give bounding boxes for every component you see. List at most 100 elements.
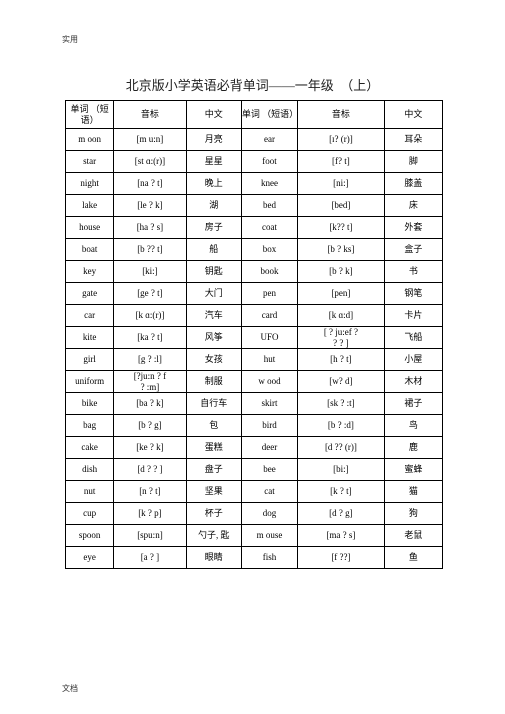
table-cell: 书	[384, 261, 442, 283]
table-row: kite[ka ? t]风筝UFO[ ? ju:ef ?? ? ]飞船	[66, 327, 443, 349]
col-header: 中文	[186, 101, 241, 129]
table-cell: [k ? p]	[114, 503, 186, 525]
table-cell: bed	[241, 195, 297, 217]
table-cell: 勺子, 匙	[186, 525, 241, 547]
table-cell: [ki:]	[114, 261, 186, 283]
table-cell: card	[241, 305, 297, 327]
table-cell: dog	[241, 503, 297, 525]
table-cell: 老鼠	[384, 525, 442, 547]
table-row: nut[n ? t]坚果cat[k ? t]猫	[66, 481, 443, 503]
table-cell: car	[66, 305, 114, 327]
table-cell: spoon	[66, 525, 114, 547]
table-cell: 晚上	[186, 173, 241, 195]
table-cell: [spu:n]	[114, 525, 186, 547]
table-cell: [a ? ]	[114, 547, 186, 569]
table-cell: UFO	[241, 327, 297, 349]
table-cell: 蛋糕	[186, 437, 241, 459]
table-row: uniform[?ju:n ? f? :m]制服w ood[w? d]木材	[66, 371, 443, 393]
table-cell: cat	[241, 481, 297, 503]
table-cell: 大门	[186, 283, 241, 305]
table-cell: 自行车	[186, 393, 241, 415]
table-row: cup[k ? p]杯子dog[d ? g]狗	[66, 503, 443, 525]
table-cell: 船	[186, 239, 241, 261]
table-cell: fish	[241, 547, 297, 569]
table-header-row: 单词 （短语） 音标 中文 单词 （短语） 音标 中文	[66, 101, 443, 129]
table-cell: ear	[241, 129, 297, 151]
table-cell: kite	[66, 327, 114, 349]
table-cell: [ma ? s]	[298, 525, 384, 547]
table-cell: 脚	[384, 151, 442, 173]
table-cell: [le ? k]	[114, 195, 186, 217]
table-cell: 钥匙	[186, 261, 241, 283]
table-cell: hut	[241, 349, 297, 371]
table-row: girl[g ? :l]女孩hut[h ? t]小屋	[66, 349, 443, 371]
page-title: 北京版小学英语必背单词——一年级 （上）	[0, 75, 505, 94]
table-row: m oon[m u:n]月亮ear[ɪ? (r)]耳朵	[66, 129, 443, 151]
table-cell: dish	[66, 459, 114, 481]
table-cell: [bed]	[298, 195, 384, 217]
table-row: eye[a ? ]眼睛fish[f ??]鱼	[66, 547, 443, 569]
table-cell: [w? d]	[298, 371, 384, 393]
col-header: 单词 （短语）	[241, 101, 297, 129]
table-cell: boat	[66, 239, 114, 261]
table-cell: 裙子	[384, 393, 442, 415]
table-cell: [d ? ? ]	[114, 459, 186, 481]
table-cell: m ouse	[241, 525, 297, 547]
table-cell: 鱼	[384, 547, 442, 569]
table-cell: 月亮	[186, 129, 241, 151]
table-row: boat[b ?? t]船box[b ? ks]盒子	[66, 239, 443, 261]
table-cell: 鸟	[384, 415, 442, 437]
table-cell: knee	[241, 173, 297, 195]
table-cell: [d ? g]	[298, 503, 384, 525]
table-cell: [ba ? k]	[114, 393, 186, 415]
table-cell: 木材	[384, 371, 442, 393]
table-row: spoon[spu:n]勺子, 匙m ouse[ma ? s]老鼠	[66, 525, 443, 547]
table-cell: gate	[66, 283, 114, 305]
table-cell: [f ??]	[298, 547, 384, 569]
table-cell: 蜜蜂	[384, 459, 442, 481]
table-cell: [pen]	[298, 283, 384, 305]
table-cell: night	[66, 173, 114, 195]
table-cell: [b ?? t]	[114, 239, 186, 261]
header-label: 实用	[62, 34, 78, 45]
table-row: bike[ba ? k]自行车skirt[sk ? :t]裙子	[66, 393, 443, 415]
table-row: star[st ɑ:(r)]星星foot[f? t]脚	[66, 151, 443, 173]
table-cell: bird	[241, 415, 297, 437]
table-cell: [n ? t]	[114, 481, 186, 503]
table-cell: uniform	[66, 371, 114, 393]
table-cell: 钢笔	[384, 283, 442, 305]
table-cell: 汽车	[186, 305, 241, 327]
table-cell: 膝盖	[384, 173, 442, 195]
table-cell: key	[66, 261, 114, 283]
table-cell: [g ? :l]	[114, 349, 186, 371]
table-cell: [d ?? (r)]	[298, 437, 384, 459]
table-cell: coat	[241, 217, 297, 239]
table-cell: [b ? k]	[298, 261, 384, 283]
table-row: cake[ke ? k]蛋糕deer[d ?? (r)]鹿	[66, 437, 443, 459]
table-cell: [?ju:n ? f? :m]	[114, 371, 186, 393]
table-cell: skirt	[241, 393, 297, 415]
table-cell: foot	[241, 151, 297, 173]
table-cell: 猫	[384, 481, 442, 503]
table-cell: 床	[384, 195, 442, 217]
table-row: night[na ? t]晚上knee[ni:]膝盖	[66, 173, 443, 195]
table-row: lake[le ? k]湖bed[bed]床	[66, 195, 443, 217]
table-cell: box	[241, 239, 297, 261]
table-cell: 房子	[186, 217, 241, 239]
table-row: bag[b ? g]包bird[b ? :d]鸟	[66, 415, 443, 437]
table-cell: [ke ? k]	[114, 437, 186, 459]
table-cell: girl	[66, 349, 114, 371]
table-cell: 风筝	[186, 327, 241, 349]
table-cell: 飞船	[384, 327, 442, 349]
table-cell: nut	[66, 481, 114, 503]
table-cell: w ood	[241, 371, 297, 393]
table-cell: [bi:]	[298, 459, 384, 481]
table-cell: [ ? ju:ef ?? ? ]	[298, 327, 384, 349]
table-row: dish[d ? ? ]盘子bee[bi:]蜜蜂	[66, 459, 443, 481]
table-cell: 坚果	[186, 481, 241, 503]
table-cell: [k ɑ:d]	[298, 305, 384, 327]
table-row: house[ha ? s]房子coat[k?? t]外套	[66, 217, 443, 239]
table-cell: 制服	[186, 371, 241, 393]
table-row: gate[ge ? t]大门pen[pen]钢笔	[66, 283, 443, 305]
table-cell: [b ? ks]	[298, 239, 384, 261]
